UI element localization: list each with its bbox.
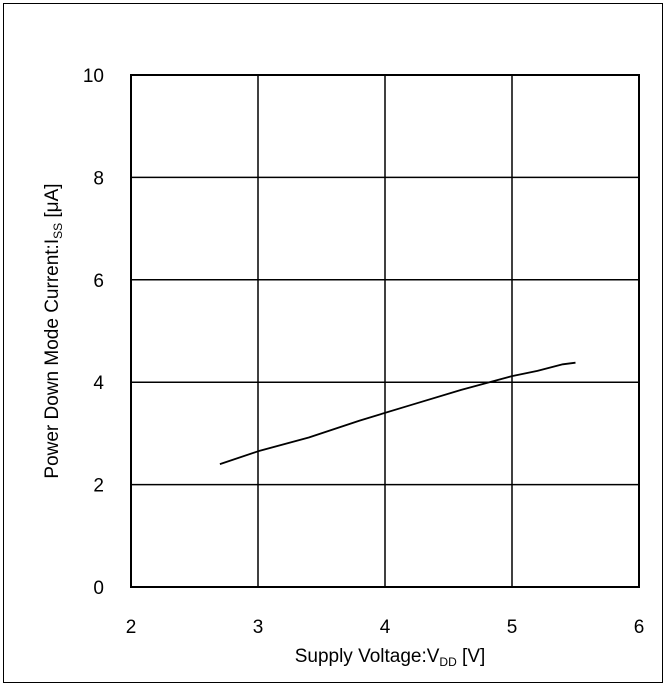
- x-axis-label-sub: DD: [439, 655, 457, 669]
- y-axis-label-unit: [μA]: [42, 183, 63, 222]
- x-axis-label-unit: [V]: [457, 646, 486, 667]
- y-tick-label: 2: [93, 476, 104, 497]
- y-tick-label: 10: [83, 66, 104, 87]
- x-tick-label: 3: [253, 617, 264, 638]
- x-axis-label: Supply Voltage:VDD [V]: [295, 646, 486, 669]
- chart-frame: [3, 3, 663, 683]
- x-tick-label: 4: [380, 617, 391, 638]
- x-tick-label: 6: [634, 617, 645, 638]
- x-tick-label: 5: [507, 617, 518, 638]
- y-tick-label: 0: [93, 578, 104, 599]
- series-group: [219, 361, 576, 465]
- x-axis-label-main: Supply Voltage:V: [295, 646, 440, 667]
- y-tick-label: 8: [93, 168, 104, 189]
- x-tick-label: 2: [126, 617, 137, 638]
- y-tick-labels: 0 2 4 6 8 10: [83, 66, 105, 599]
- series-line-0: [219, 361, 576, 465]
- y-axis-label-main: Power Down Mode Current:I: [42, 239, 63, 479]
- y-axis-label: Power Down Mode Current:ISS [μA]: [42, 183, 65, 478]
- y-tick-label: 4: [93, 373, 104, 394]
- y-tick-label: 6: [93, 271, 104, 292]
- plot-area-border: [130, 74, 640, 588]
- grid-lines: [131, 75, 639, 587]
- x-tick-labels: 2 3 4 5 6: [126, 617, 645, 638]
- y-axis-label-sub: SS: [51, 223, 65, 239]
